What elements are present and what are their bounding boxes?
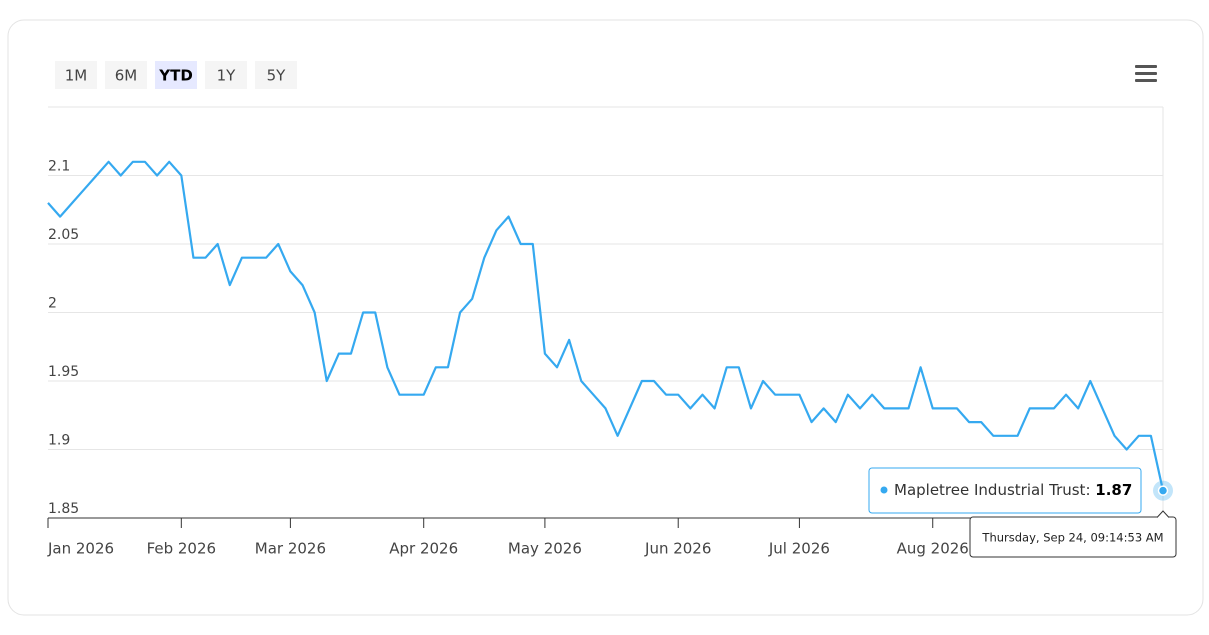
x-tick-label: Jul 2026 [768,540,830,558]
range-button-bg [255,61,297,89]
tooltip-value: 1.87 [1095,481,1132,499]
range-button-bg [205,61,247,89]
card-frame [7,19,1204,616]
menu-bar [1135,72,1157,75]
range-button-label: 1M [65,67,88,85]
y-tick-label: 2 [48,296,57,312]
tooltip-text: Mapletree Industrial Trust: 1.87 [894,481,1132,499]
x-tick-label: Jan 2026 [47,540,114,558]
range-button-label: YTD [158,67,193,85]
range-button[interactable]: 1M [55,61,97,89]
range-button-label: 5Y [267,67,287,85]
range-button[interactable]: 5Y [255,61,297,89]
x-tick-label: Jun 2026 [644,540,711,558]
tooltip-series-name: Mapletree Industrial Trust [894,481,1086,499]
date-tooltip: Thursday, Sep 24, 09:14:53 AM [969,510,1177,558]
tooltip: Mapletree Industrial Trust: 1.87 [868,467,1142,514]
range-button-bg [105,61,147,89]
x-tick-label: Feb 2026 [147,540,217,558]
tooltip-separator: : [1085,481,1095,499]
menu-bar [1135,79,1157,82]
date-tooltip-text: Thursday, Sep 24, 09:14:53 AM [981,531,1163,545]
range-button-label: 1Y [217,67,237,85]
y-tick-label: 1.95 [48,364,79,380]
date-tooltip-box [969,516,1177,558]
range-button[interactable]: YTD [155,61,197,89]
x-tick-label: May 2026 [508,540,582,558]
range-button-bg [55,61,97,89]
x-tick-label: Apr 2026 [389,540,458,558]
tooltip-dot [880,486,888,494]
y-tick-label: 2.1 [48,159,70,175]
date-tooltip-arrow [1156,510,1170,518]
range-button-label: 6M [115,67,138,85]
y-tick-label: 2.05 [48,227,79,243]
range-button-bg [155,61,197,89]
series-line [47,160,1165,491]
tooltip-box [868,467,1142,514]
range-button[interactable]: 1Y [205,61,247,89]
range-button[interactable]: 6M [105,61,147,89]
y-tick-label: 1.9 [48,433,70,449]
x-tick-label: Aug 2026 [897,540,969,558]
menu-icon[interactable] [1135,65,1157,82]
x-tick-label: Mar 2026 [255,540,326,558]
y-tick-label: 1.85 [48,501,79,517]
menu-bar [1135,65,1157,68]
hover-point [1157,485,1169,496]
